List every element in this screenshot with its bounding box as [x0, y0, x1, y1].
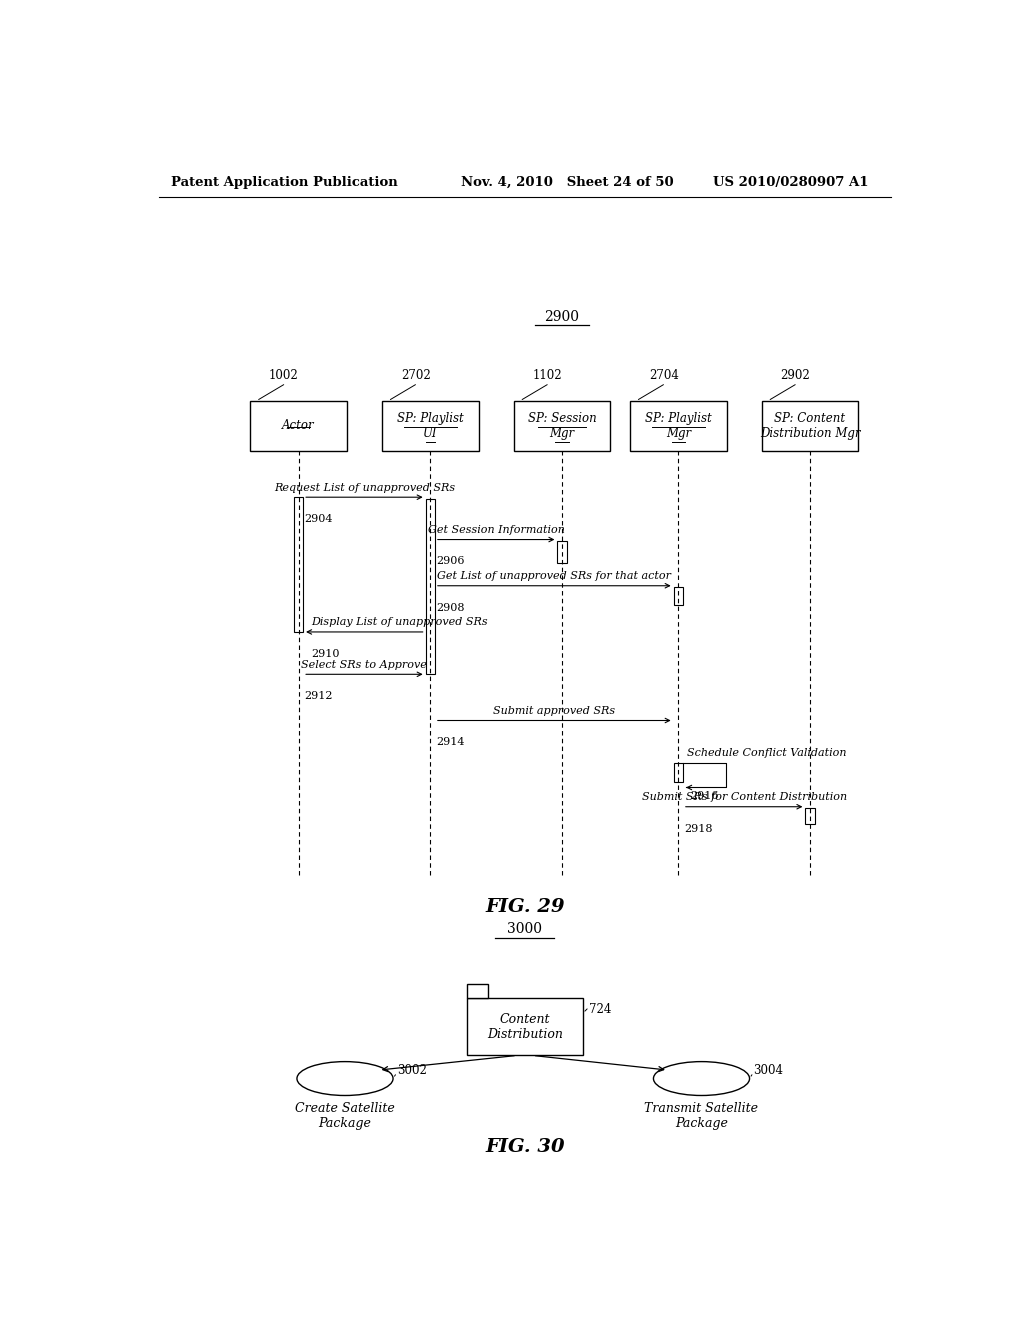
Text: Request List of unapproved SRs: Request List of unapproved SRs — [273, 483, 455, 492]
Text: Mgr: Mgr — [666, 428, 691, 440]
Ellipse shape — [297, 1061, 393, 1096]
Text: UI: UI — [423, 428, 437, 440]
Text: 2900: 2900 — [545, 310, 580, 323]
Text: 3004: 3004 — [754, 1064, 783, 1077]
Text: 2906: 2906 — [436, 557, 465, 566]
Text: 2918: 2918 — [684, 824, 713, 834]
Text: 724: 724 — [589, 1003, 611, 1016]
Bar — [557, 541, 566, 562]
Text: Display List of unapproved SRs: Display List of unapproved SRs — [311, 618, 487, 627]
Text: 2912: 2912 — [305, 692, 333, 701]
Bar — [674, 587, 683, 605]
Bar — [630, 401, 727, 451]
Text: SP: Playlist: SP: Playlist — [645, 412, 712, 425]
Bar — [805, 808, 815, 825]
Bar — [382, 401, 478, 451]
Text: Submit approved SRs: Submit approved SRs — [494, 706, 615, 715]
Text: 2916: 2916 — [690, 792, 719, 801]
Text: Get Session Information: Get Session Information — [428, 525, 564, 535]
Text: Content
Distribution: Content Distribution — [486, 1012, 563, 1040]
Text: 2910: 2910 — [311, 649, 339, 659]
Bar — [467, 998, 583, 1056]
Bar — [250, 401, 347, 451]
Text: 3000: 3000 — [507, 923, 543, 936]
Text: SP: Session: SP: Session — [527, 412, 596, 425]
Text: Mgr: Mgr — [550, 428, 574, 440]
Bar — [467, 983, 488, 998]
Text: Patent Application Publication: Patent Application Publication — [171, 176, 397, 189]
Text: 3002: 3002 — [397, 1064, 427, 1077]
Text: SP: Content: SP: Content — [774, 412, 846, 425]
Text: FIG. 29: FIG. 29 — [485, 898, 564, 916]
Text: 2908: 2908 — [436, 603, 465, 612]
Text: US 2010/0280907 A1: US 2010/0280907 A1 — [713, 176, 868, 189]
Text: 1102: 1102 — [532, 368, 562, 381]
Bar — [426, 499, 435, 675]
Text: Transmit Satellite
Package: Transmit Satellite Package — [644, 1102, 759, 1130]
Text: 2914: 2914 — [436, 738, 465, 747]
Text: 2702: 2702 — [400, 368, 430, 381]
Bar — [762, 401, 858, 451]
Text: Create Satellite
Package: Create Satellite Package — [295, 1102, 395, 1130]
Text: Submit SRs for Content Distribution: Submit SRs for Content Distribution — [642, 792, 847, 803]
Text: Actor: Actor — [283, 420, 314, 433]
Ellipse shape — [653, 1061, 750, 1096]
Text: Nov. 4, 2010   Sheet 24 of 50: Nov. 4, 2010 Sheet 24 of 50 — [461, 176, 674, 189]
Text: Schedule Conflict Validation: Schedule Conflict Validation — [687, 748, 846, 758]
Text: FIG. 30: FIG. 30 — [485, 1138, 564, 1155]
Text: 1002: 1002 — [269, 368, 299, 381]
Text: 2902: 2902 — [780, 368, 810, 381]
Bar — [674, 763, 683, 781]
Text: Distribution Mgr: Distribution Mgr — [760, 428, 860, 440]
Text: Get List of unapproved SRs for that actor: Get List of unapproved SRs for that acto… — [437, 572, 672, 581]
Bar — [514, 401, 610, 451]
Text: SP: Playlist: SP: Playlist — [397, 412, 464, 425]
Bar — [294, 498, 303, 632]
Text: 2704: 2704 — [649, 368, 679, 381]
Text: Select SRs to Approve: Select SRs to Approve — [301, 660, 427, 669]
Text: 2904: 2904 — [305, 515, 333, 524]
